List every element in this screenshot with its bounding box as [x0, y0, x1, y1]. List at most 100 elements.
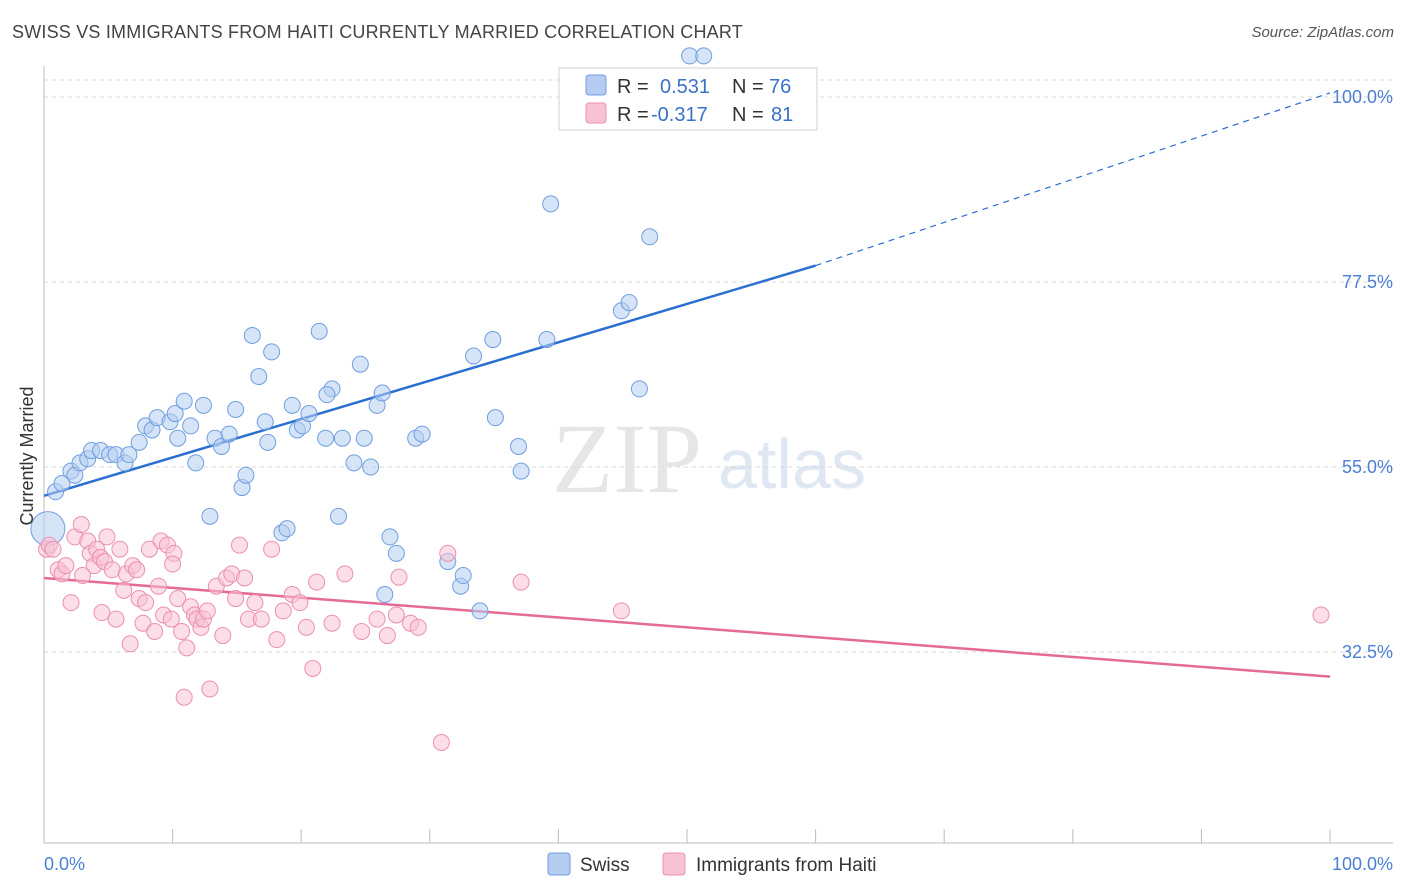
swiss-point	[201, 507, 219, 525]
legend-swiss-n-label: N =	[732, 76, 764, 98]
haiti-point	[137, 594, 155, 612]
haiti-point	[390, 568, 408, 586]
haiti-point	[304, 659, 322, 677]
haiti-point	[252, 610, 270, 628]
haiti-point	[263, 540, 281, 558]
haiti-point	[368, 610, 386, 628]
swiss-point	[243, 326, 261, 344]
legend-swiss-n-value: 76	[769, 76, 791, 98]
swiss-trend-line	[43, 264, 816, 497]
bottom-legend: Swiss Immigrants from Haiti	[547, 852, 877, 876]
swiss-point	[471, 602, 489, 620]
x-tick-label-min: 0.0%	[44, 854, 85, 874]
legend-swiss-r-label: R =	[617, 76, 649, 98]
haiti-point	[387, 606, 405, 624]
swiss-point	[512, 462, 530, 480]
swiss-point	[53, 474, 71, 492]
haiti-point	[169, 590, 187, 608]
swiss-point	[259, 433, 277, 451]
haiti-point	[214, 627, 232, 645]
swiss-point	[486, 409, 504, 427]
swiss-point	[237, 466, 255, 484]
haiti-point	[297, 618, 315, 636]
haiti-trend-line	[43, 576, 1331, 678]
swiss-point	[373, 384, 391, 402]
legend-swiss-r-value: 0.531	[660, 76, 710, 98]
haiti-point	[175, 688, 193, 706]
haiti-point	[274, 602, 292, 620]
haiti-point	[111, 540, 129, 558]
haiti-point	[236, 569, 254, 587]
swiss-point	[484, 331, 502, 349]
haiti-point	[439, 544, 457, 562]
haiti-point	[164, 555, 182, 573]
legend-haiti-r-value: -0.317	[651, 104, 708, 126]
swiss-point	[212, 437, 230, 455]
swiss-trend-extension	[815, 92, 1331, 267]
haiti-point	[198, 602, 216, 620]
swiss-point	[130, 433, 148, 451]
swiss-point	[169, 429, 187, 447]
legend-haiti-n-value: 81	[771, 104, 793, 126]
haiti-point	[149, 577, 167, 595]
swiss-point	[345, 454, 363, 472]
swiss-point	[381, 528, 399, 546]
swiss-point	[538, 331, 556, 349]
swiss-point	[187, 454, 205, 472]
source-credit: Source: ZipAtlas.com	[1251, 24, 1394, 41]
swiss-point	[300, 405, 318, 423]
haiti-point	[246, 594, 264, 612]
haiti-point	[353, 622, 371, 640]
legend-swiss-swatch	[585, 74, 607, 96]
haiti-point	[173, 622, 191, 640]
haiti-point	[323, 614, 341, 632]
haiti-point	[162, 610, 180, 628]
swiss-point	[278, 520, 296, 538]
haiti-point	[103, 561, 121, 579]
bottom-legend-swiss-swatch	[547, 852, 571, 876]
chart-title: SWISS VS IMMIGRANTS FROM HAITI CURRENTLY…	[12, 22, 743, 42]
grid-lines	[44, 79, 1393, 653]
legend-haiti-n-label: N =	[732, 104, 764, 126]
haiti-point	[121, 635, 139, 653]
y-tick-label: 100.0%	[1332, 87, 1393, 107]
swiss-point	[283, 396, 301, 414]
haiti-point	[378, 627, 396, 645]
haiti-point	[115, 581, 133, 599]
swiss-point	[220, 425, 238, 443]
haiti-point	[268, 631, 286, 649]
x-tick-label-max: 100.0%	[1332, 854, 1393, 874]
watermark-zip: ZIP	[552, 403, 702, 514]
swiss-point	[387, 544, 405, 562]
haiti-point	[44, 540, 62, 558]
haiti-point	[612, 602, 630, 620]
swiss-point	[641, 228, 659, 246]
haiti-point	[72, 516, 90, 534]
watermark: ZIP atlas	[552, 403, 866, 514]
haiti-point	[291, 594, 309, 612]
y-tick-label: 55.0%	[1342, 457, 1393, 477]
haiti-point	[140, 540, 158, 558]
swiss-point	[362, 458, 380, 476]
haiti-point	[134, 614, 152, 632]
swiss-point	[227, 400, 245, 418]
haiti-point	[432, 733, 450, 751]
swiss-point	[175, 392, 193, 410]
legend-haiti-r-label: R =	[617, 104, 649, 126]
swiss-point	[351, 355, 369, 373]
swiss-point	[542, 195, 560, 213]
swiss-point	[250, 368, 268, 386]
haiti-point	[178, 639, 196, 657]
scatter-points	[30, 47, 1330, 751]
y-tick-label: 77.5%	[1342, 272, 1393, 292]
swiss-point	[329, 507, 347, 525]
haiti-point	[98, 528, 116, 546]
swiss-point	[355, 429, 373, 447]
y-axis-label: Currently Married	[17, 386, 37, 525]
swiss-point	[194, 396, 212, 414]
trend-lines	[43, 92, 1331, 678]
swiss-point	[413, 425, 431, 443]
swiss-point	[166, 405, 184, 423]
swiss-point	[376, 585, 394, 603]
